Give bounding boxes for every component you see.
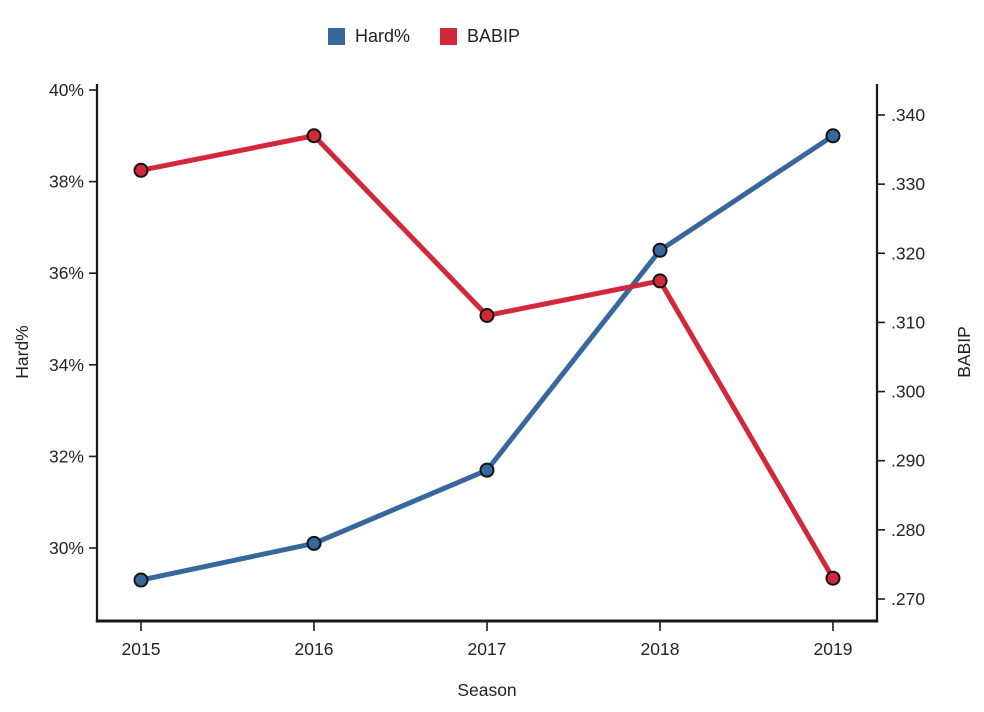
hard-point-2016 <box>306 535 322 551</box>
x-axis-title: Season <box>457 680 516 700</box>
hard-point-2017 <box>479 462 495 478</box>
left-axis-tick-label: 34% <box>49 355 84 375</box>
right-axis-title: BABIP <box>954 326 974 378</box>
legend-label-babip: BABIP <box>467 26 521 46</box>
right-axis-tick-label: .320 <box>891 243 925 263</box>
left-axis-tick-label: 32% <box>49 446 84 466</box>
x-axis-tick-label: 2017 <box>468 639 507 659</box>
right-axis-tick-label: .270 <box>891 589 925 609</box>
legend-label-hard-pct: Hard% <box>355 26 411 46</box>
right-axis-tick-label: .340 <box>891 105 925 125</box>
legend-item-hard-pct: Hard% <box>328 26 411 46</box>
x-axis-tick-label: 2016 <box>295 639 334 659</box>
babip-point-2018 <box>652 273 668 289</box>
x-axis-tick-label: 2015 <box>122 639 161 659</box>
babip-point-2017 <box>479 308 495 324</box>
legend-swatch-hard-pct <box>328 28 345 45</box>
hard-point-2015 <box>133 572 149 588</box>
legend: Hard% BABIP <box>328 26 521 46</box>
hard-line <box>138 133 836 583</box>
left-axis-tick-label: 36% <box>49 263 84 283</box>
hard-point-2018 <box>652 242 668 258</box>
babip-point-2016 <box>306 128 322 144</box>
legend-item-babip: BABIP <box>440 26 521 46</box>
left-axis-tick-label: 38% <box>49 172 84 192</box>
x-axis-tick-label: 2019 <box>814 639 853 659</box>
right-axis-tick-label: .330 <box>891 174 925 194</box>
legend-swatch-babip <box>440 28 458 45</box>
left-axis-tick-label: 30% <box>49 538 84 558</box>
right-axis-tick-label: .290 <box>891 451 925 471</box>
left-axis-tick-label: 40% <box>49 80 84 100</box>
x-axis-tick-label: 2018 <box>641 639 680 659</box>
hard-point-2019 <box>825 128 841 144</box>
right-axis-tick-label: .310 <box>891 312 925 332</box>
left-axis-title: Hard% <box>12 325 32 379</box>
right-axis-tick-label: .280 <box>891 520 925 540</box>
right-axis-tick-label: .300 <box>891 382 925 402</box>
babip-point-2015 <box>133 162 149 178</box>
babip-point-2019 <box>825 570 841 586</box>
